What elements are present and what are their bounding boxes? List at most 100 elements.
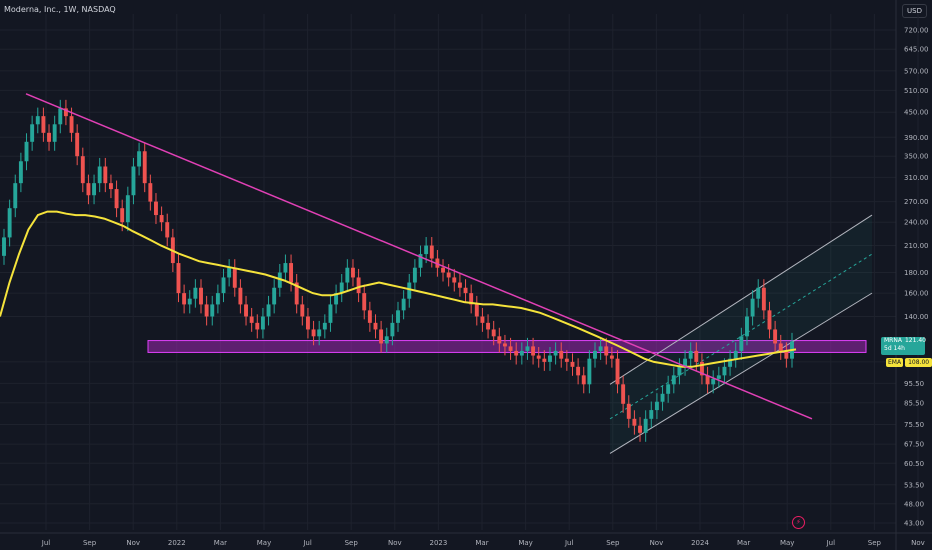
x-tick-label: May xyxy=(257,539,271,547)
y-tick-label: 85.50 xyxy=(904,399,924,407)
candle-body xyxy=(165,222,170,238)
candle-body xyxy=(632,418,637,426)
x-tick-label: Sep xyxy=(606,539,620,547)
y-tick-label: 43.00 xyxy=(904,520,924,528)
x-tick-label: Jul xyxy=(564,539,574,547)
ema-tag-name: EMA xyxy=(886,358,904,367)
candle-body xyxy=(767,310,772,330)
candle-body xyxy=(733,350,738,359)
candle-body xyxy=(362,293,367,311)
candle-body xyxy=(593,350,597,359)
candle-body xyxy=(255,322,260,330)
currency-badge[interactable]: USD xyxy=(902,4,927,18)
y-tick-label: 75.50 xyxy=(904,421,924,429)
candle-body xyxy=(570,361,575,367)
candle-body xyxy=(553,350,558,356)
candle-body xyxy=(390,322,395,337)
x-tick-label: Jul xyxy=(302,539,312,547)
candle-body xyxy=(244,304,248,317)
candle-body xyxy=(86,183,91,196)
candle-body xyxy=(469,293,474,305)
candle-body xyxy=(463,287,468,294)
y-tick-label: 310.00 xyxy=(904,174,929,182)
ema-tag: EMA 108.00 xyxy=(886,358,932,367)
candle-body xyxy=(97,166,102,184)
x-tick-label: Mar xyxy=(214,539,227,547)
candle-body xyxy=(581,375,586,385)
candle-body xyxy=(193,287,198,299)
channel-upper-line xyxy=(609,214,873,385)
candle-body xyxy=(638,425,642,433)
y-tick-label: 350.00 xyxy=(904,153,929,161)
candle-body xyxy=(508,346,513,351)
candle-body xyxy=(418,254,423,268)
candle-body xyxy=(615,358,620,385)
candle-body xyxy=(778,343,783,351)
x-tick-label: 2024 xyxy=(691,539,709,547)
candle-body xyxy=(2,237,6,256)
candle-body xyxy=(63,108,68,117)
candle-body xyxy=(317,329,322,337)
candle-body xyxy=(114,189,119,209)
candle-body xyxy=(334,293,339,305)
candle-body xyxy=(452,277,457,283)
y-tick-label: 450.00 xyxy=(904,109,929,117)
x-tick-label: Mar xyxy=(737,539,750,547)
candle-body xyxy=(159,215,164,223)
candle-body xyxy=(272,287,277,305)
x-tick-label: 2023 xyxy=(429,539,447,547)
candle-body xyxy=(30,124,35,142)
candle-body xyxy=(531,346,536,356)
y-tick-label: 95.50 xyxy=(904,380,924,388)
y-tick-label: 60.50 xyxy=(904,460,924,468)
candle-body xyxy=(154,201,158,216)
candle-body xyxy=(58,108,63,125)
candle-body xyxy=(137,151,142,167)
y-tick-label: 53.50 xyxy=(904,481,924,489)
candle-body xyxy=(626,403,631,419)
candle-body xyxy=(699,361,704,376)
candle-body xyxy=(407,282,412,299)
y-tick-label: 48.00 xyxy=(904,500,924,508)
candle-body xyxy=(559,350,564,359)
y-tick-label: 270.00 xyxy=(904,198,929,206)
x-tick-label: Nov xyxy=(388,539,402,547)
candle-body xyxy=(480,316,485,323)
candle-body xyxy=(429,245,434,259)
x-tick-label: Jul xyxy=(826,539,836,547)
candle-body xyxy=(739,336,744,351)
y-tick-label: 720.00 xyxy=(904,27,929,35)
candle-body xyxy=(716,375,721,379)
candle-body xyxy=(80,156,85,184)
candle-body xyxy=(773,329,778,344)
candle-body xyxy=(345,267,350,283)
candle-body xyxy=(305,316,310,330)
x-tick-label: May xyxy=(780,539,794,547)
candle-body xyxy=(238,287,243,305)
candle-body xyxy=(683,358,688,367)
candle-body xyxy=(120,208,125,223)
candle-body xyxy=(587,358,592,385)
price-tag-symbol: MRNA xyxy=(884,337,902,344)
candle-body xyxy=(598,346,603,351)
candle-body xyxy=(688,350,693,359)
candle-body xyxy=(148,183,153,202)
x-tick-label: Sep xyxy=(83,539,97,547)
price-tag-value: 121.40 xyxy=(904,337,926,344)
candle-body xyxy=(142,151,147,184)
candle-body xyxy=(761,287,766,311)
candle-body xyxy=(339,282,344,294)
candle-body xyxy=(728,358,733,367)
candle-body xyxy=(396,310,400,323)
candle-body xyxy=(745,316,749,337)
y-tick-label: 240.00 xyxy=(904,219,929,227)
candle-body xyxy=(519,350,524,356)
x-tick-label: Nov xyxy=(126,539,140,547)
candle-body xyxy=(424,245,429,255)
y-tick-label: 645.00 xyxy=(904,46,929,54)
candle-body xyxy=(412,267,417,283)
candle-body xyxy=(367,310,372,323)
candle-body xyxy=(328,304,333,323)
lightning-icon[interactable]: ⚡ xyxy=(792,516,805,529)
